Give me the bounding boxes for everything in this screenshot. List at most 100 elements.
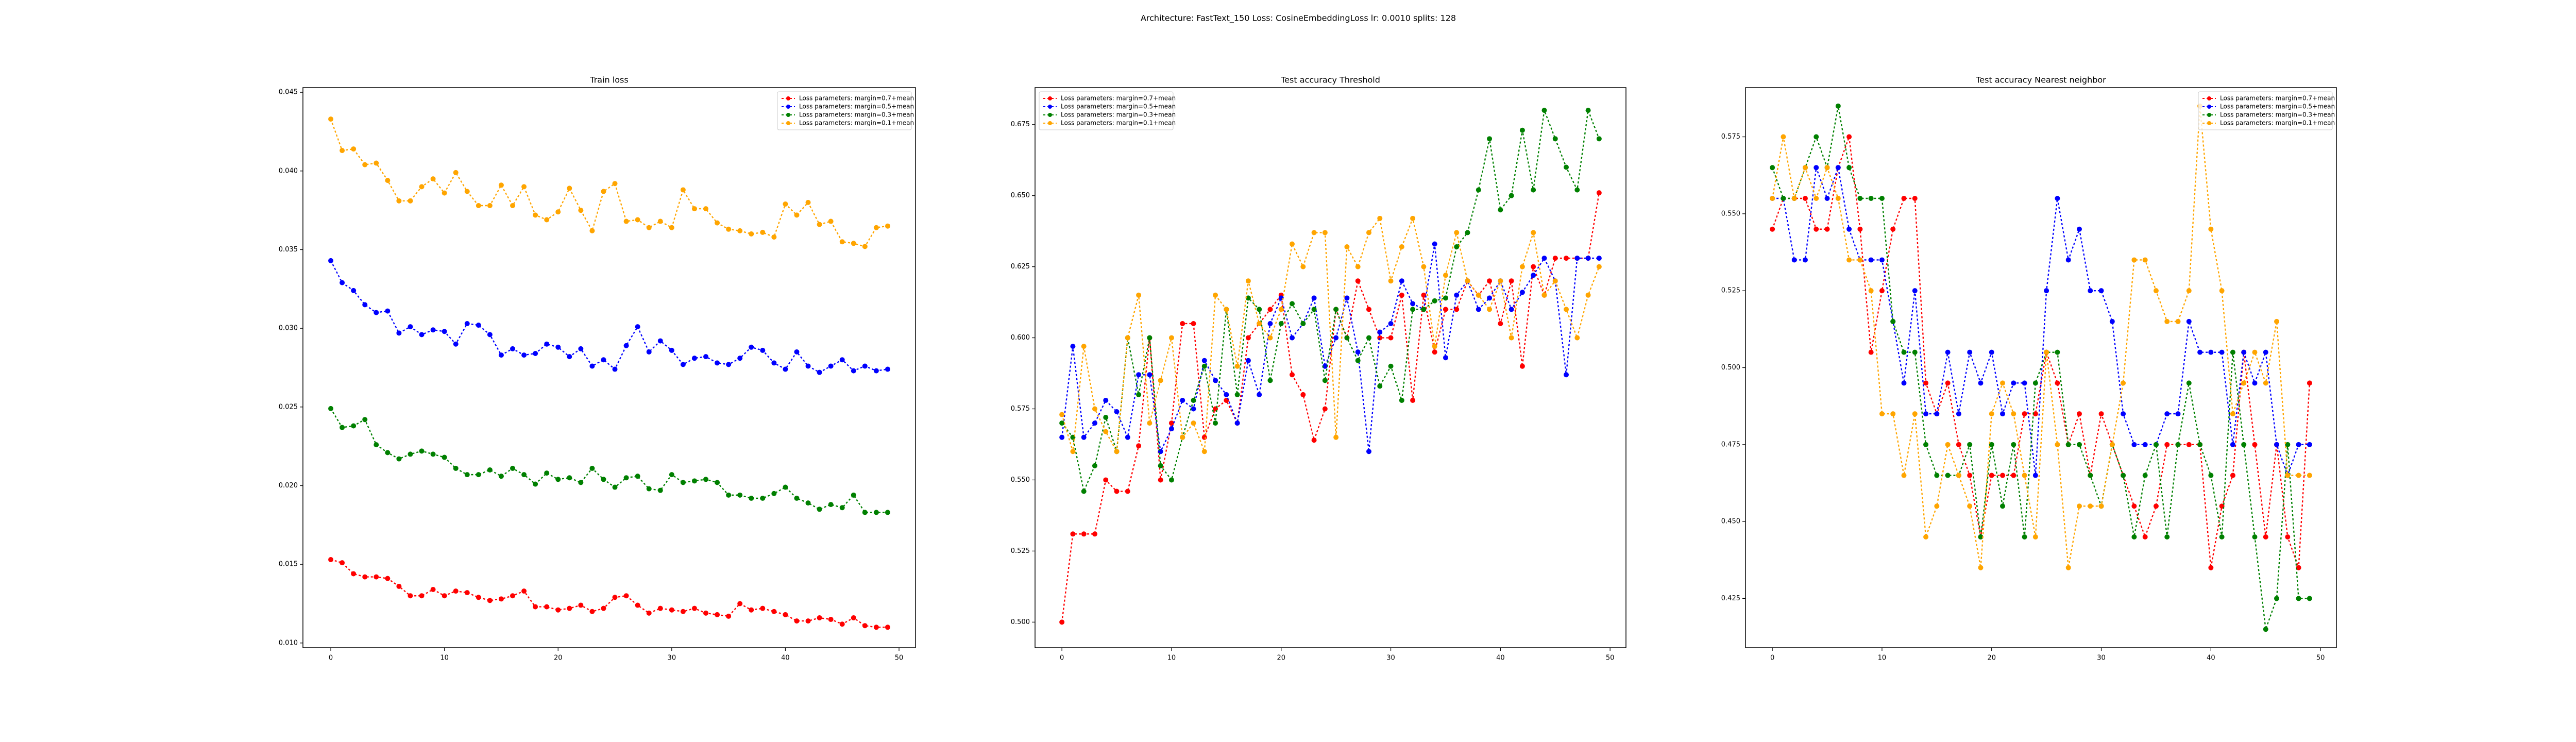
data-point <box>1224 392 1229 397</box>
data-point <box>453 465 459 471</box>
data-point <box>1191 321 1196 326</box>
data-point <box>2307 473 2312 478</box>
data-point <box>1509 307 1514 312</box>
data-point <box>1377 335 1383 341</box>
data-point <box>1421 292 1427 298</box>
legend-marker <box>786 96 790 100</box>
data-point <box>555 477 561 482</box>
data-point <box>1366 335 1371 341</box>
data-point <box>1158 463 1163 468</box>
data-point <box>1901 473 1907 478</box>
data-point <box>1967 503 1973 509</box>
y-tick-label: 0.020 <box>279 482 298 490</box>
data-point <box>1432 298 1437 303</box>
data-point <box>328 557 334 563</box>
data-point <box>1890 411 1896 417</box>
data-point <box>1081 531 1087 537</box>
data-point <box>862 623 868 629</box>
data-point <box>760 229 766 235</box>
data-point <box>2263 380 2268 386</box>
data-point <box>362 302 368 308</box>
data-point <box>726 362 732 367</box>
data-point <box>510 203 515 209</box>
data-point <box>1846 226 1852 232</box>
data-point <box>2241 442 2247 447</box>
y-tick-label: 0.015 <box>279 561 298 568</box>
data-point <box>669 472 674 478</box>
data-point <box>2109 442 2115 447</box>
data-point <box>2142 257 2148 263</box>
data-point <box>487 332 493 338</box>
data-point <box>2285 442 2291 447</box>
data-point <box>442 329 447 334</box>
data-point <box>1465 230 1470 235</box>
data-point <box>1300 264 1306 269</box>
data-point <box>2252 442 2258 447</box>
data-point <box>873 510 879 515</box>
data-point <box>851 368 856 374</box>
y-tick-label: 0.575 <box>1011 405 1030 413</box>
data-point <box>2065 257 2071 263</box>
data-point <box>1290 301 1295 307</box>
data-point <box>715 480 720 485</box>
legend-box <box>1039 91 1174 130</box>
data-point <box>2197 349 2203 355</box>
data-point <box>1824 165 1830 171</box>
data-point <box>340 425 345 430</box>
data-point <box>749 607 754 613</box>
data-point <box>2219 534 2225 539</box>
data-point <box>1443 307 1448 312</box>
data-point <box>464 590 470 596</box>
data-point <box>2307 442 2312 447</box>
data-point <box>1934 503 1940 509</box>
data-point <box>1191 420 1196 426</box>
data-point <box>828 218 834 224</box>
data-point <box>635 217 640 223</box>
data-point <box>1890 226 1896 232</box>
data-point <box>476 203 481 209</box>
data-point <box>1901 196 1907 201</box>
data-point <box>1978 380 1984 386</box>
data-point <box>1934 411 1940 417</box>
data-point <box>1802 196 1808 201</box>
data-point <box>1114 488 1120 494</box>
data-point <box>601 357 606 363</box>
data-point <box>1487 295 1493 301</box>
data-point <box>1432 241 1437 247</box>
data-point <box>533 212 538 218</box>
data-point <box>1399 278 1404 284</box>
data-point <box>2011 442 2016 447</box>
data-point <box>839 505 845 511</box>
legend-marker <box>786 113 790 117</box>
data-point <box>2131 257 2137 263</box>
data-point <box>1519 264 1525 269</box>
data-point <box>1956 442 1961 447</box>
data-point <box>396 198 402 204</box>
data-point <box>1311 230 1317 235</box>
data-point <box>2175 442 2181 447</box>
data-point <box>1791 196 1797 201</box>
data-point <box>1476 307 1481 312</box>
data-point <box>2274 596 2280 601</box>
data-point <box>2164 442 2170 447</box>
data-point <box>669 607 674 613</box>
data-point <box>1410 215 1416 221</box>
data-point <box>691 478 697 484</box>
data-point <box>1377 329 1383 335</box>
data-point <box>1366 449 1371 454</box>
data-point <box>533 481 538 487</box>
data-point <box>1912 196 1918 201</box>
data-point <box>1465 278 1470 284</box>
data-point <box>2044 288 2049 294</box>
data-point <box>1267 335 1273 341</box>
data-point <box>1092 420 1097 426</box>
data-point <box>2076 503 2082 509</box>
data-point <box>1355 358 1361 363</box>
subplot-title: Train loss <box>589 75 628 85</box>
data-point <box>1103 415 1109 420</box>
data-point <box>2131 534 2137 539</box>
data-point <box>873 625 879 630</box>
data-point <box>703 354 709 360</box>
